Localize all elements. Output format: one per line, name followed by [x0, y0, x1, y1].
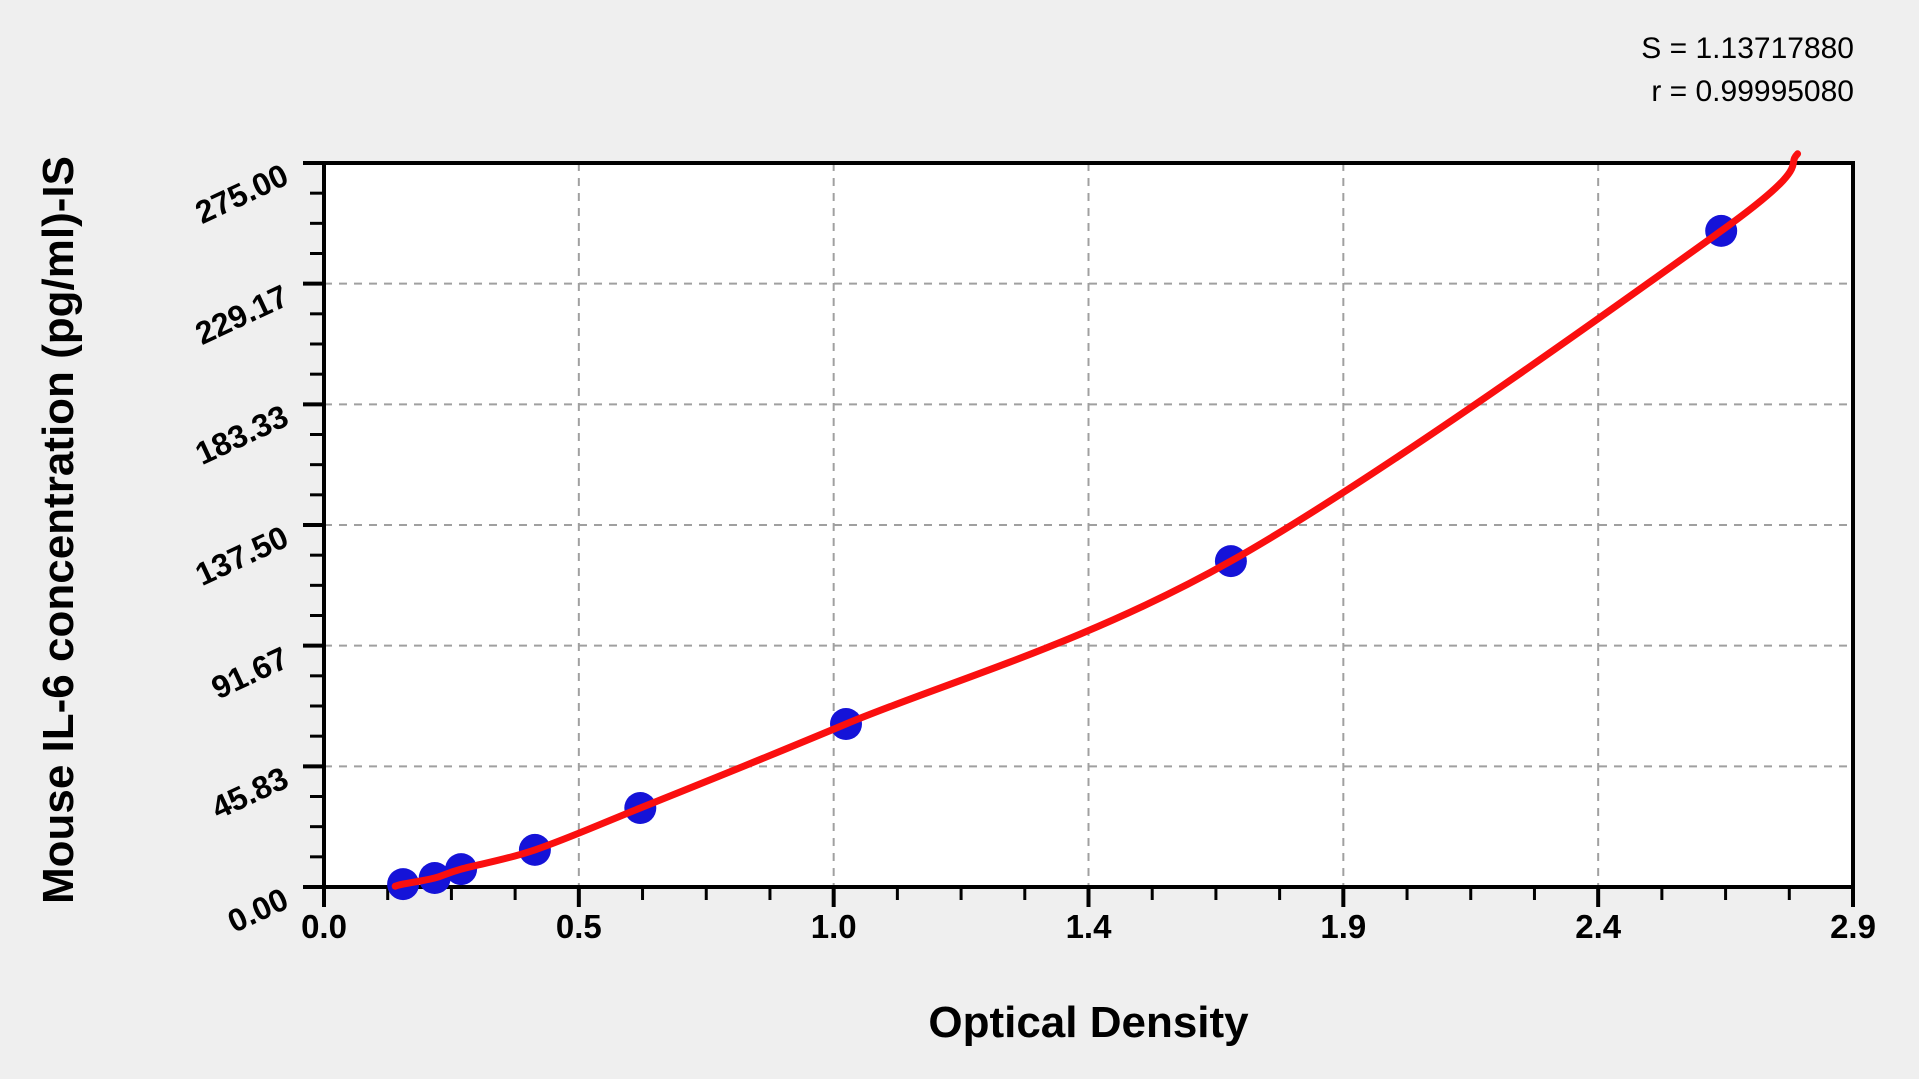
x-tick-label: 1.4 [1065, 908, 1112, 945]
fit-annotation: S = 1.13717880 r = 0.99995080 [1300, 27, 1854, 113]
fit-s-value: S = 1.13717880 [1641, 32, 1854, 65]
x-tick-label: 1.9 [1320, 908, 1367, 945]
x-tick-label: 0.5 [555, 908, 602, 945]
x-tick-label: 2.4 [1575, 908, 1622, 945]
x-tick-label: 2.9 [1830, 908, 1876, 945]
x-tick-label: 1.0 [810, 908, 857, 945]
x-axis-title: Optical Density [928, 998, 1249, 1047]
fitted-curve [391, 150, 1802, 890]
fit-r-value: r = 0.99995080 [1651, 75, 1854, 108]
x-tick-label: 0.0 [301, 908, 347, 945]
